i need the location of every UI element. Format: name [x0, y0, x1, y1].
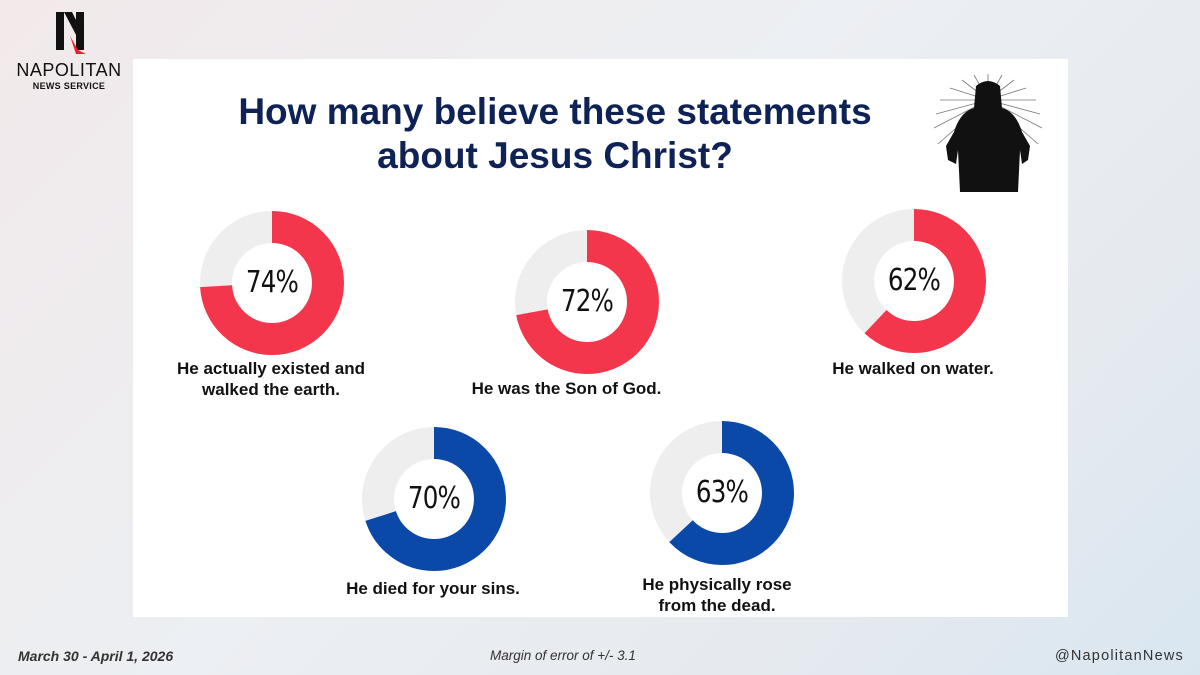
donut-chart: 70%	[362, 427, 506, 571]
donut-svg	[362, 427, 506, 571]
donut-chart: 63%	[650, 421, 794, 565]
donut-percent-label: 72%	[560, 284, 614, 319]
donut-svg	[200, 211, 344, 355]
jesus-silhouette-icon	[933, 74, 1043, 192]
donut-svg	[842, 209, 986, 353]
donut-chart: 62%	[842, 209, 986, 353]
donut-svg	[650, 421, 794, 565]
donut-percent-label: 62%	[887, 263, 941, 298]
donut-chart: 72%	[515, 230, 659, 374]
statement-label: He walked on water.	[832, 359, 994, 378]
donut-value-arc	[650, 421, 794, 565]
n-logo-icon	[56, 12, 86, 54]
donut-svg	[515, 230, 659, 374]
donut-value-arc	[842, 209, 986, 353]
statement-label: He died for your sins.	[346, 579, 520, 598]
brand-subtitle: NEWS SERVICE	[32, 81, 106, 91]
social-handle: @NapolitanNews	[1054, 648, 1184, 664]
brand-name: NAPOLITAN	[16, 60, 122, 80]
donut-percent-label: 74%	[245, 265, 299, 300]
statement-label: He physically rose from the dead.	[642, 575, 792, 615]
donut-percent-label: 70%	[407, 481, 461, 516]
donut-chart: 74%	[200, 211, 344, 355]
donut-value-arc	[362, 427, 506, 571]
donut-value-arc	[515, 230, 659, 374]
margin-of-error: Margin of error of +/- 3.1	[490, 648, 636, 663]
donut-value-arc	[200, 211, 344, 355]
statement-label: He actually existed and walked the earth…	[176, 359, 366, 399]
poll-date: March 30 - April 1, 2026	[18, 648, 174, 664]
chart-title: How many believe these statements about …	[238, 91, 872, 176]
napolitan-logo: NAPOLITAN NEWS SERVICE	[8, 8, 130, 91]
donut-percent-label: 63%	[695, 475, 749, 510]
statement-label: He was the Son of God.	[471, 379, 662, 398]
